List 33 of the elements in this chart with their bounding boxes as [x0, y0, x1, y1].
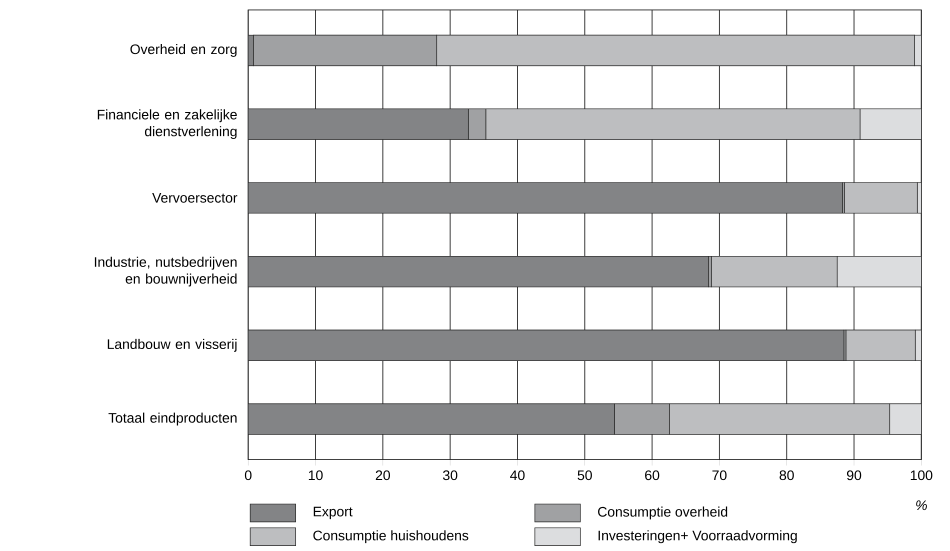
x-tick-label: 70: [712, 470, 727, 480]
bar: [889, 404, 922, 435]
bar: [846, 330, 916, 362]
x-tick-label: 90: [846, 470, 862, 480]
bar: [248, 182, 843, 214]
x-tick-label: 50: [578, 470, 592, 480]
x-tick-label: 80: [780, 470, 794, 480]
x-tick-label: 30: [442, 470, 458, 480]
x-tick-label: 10: [308, 470, 323, 480]
bar: [248, 35, 254, 66]
bar: [248, 108, 469, 140]
bar: [248, 256, 709, 288]
bar: [860, 108, 922, 140]
legend-label: Investeringen+ Voorraadvorming: [598, 530, 797, 544]
bar: [248, 404, 615, 435]
bar: [248, 330, 844, 362]
bar: [836, 256, 922, 288]
y-tick-label: Vervoersector: [152, 193, 238, 203]
x-tick-label: 60: [645, 470, 660, 480]
y-tick-label: Landbouw en visserij: [108, 339, 236, 352]
y-tick-label: Totaal eindproducten: [108, 412, 237, 426]
legend-label: Consumptie huishoudens: [313, 530, 468, 544]
y-tick-label: Overheid en zorg: [130, 44, 237, 58]
x-tick-label: 100: [910, 470, 932, 480]
x-tick-label: 0: [244, 470, 252, 480]
legend-label: Consumptie overheid: [598, 506, 728, 520]
y-tick-label: Industrie, nutsbedrijven en bouwnijverheid: [94, 256, 237, 287]
legend-label: Export: [314, 507, 353, 520]
x-tick-label: 40: [510, 470, 525, 480]
y-tick-label: Financiele en zakelijke dienstverlening: [98, 110, 237, 140]
x-tick-label: 20: [376, 470, 390, 480]
bar: [844, 182, 918, 214]
x-axis-title: %: [916, 500, 927, 510]
